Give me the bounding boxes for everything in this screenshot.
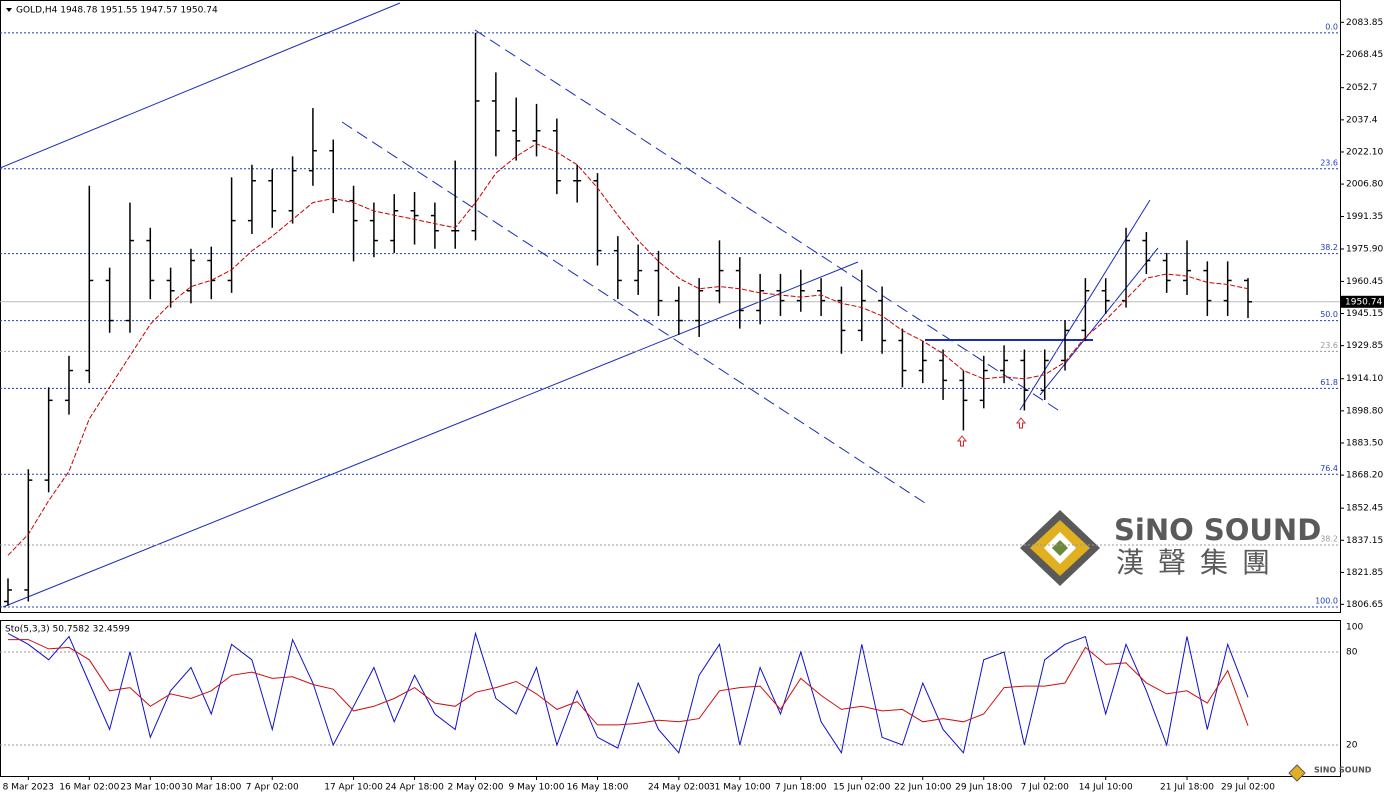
x-tick-label: 24 Apr 18:00 — [385, 783, 444, 793]
y-tick-label: 1806.65 — [1346, 600, 1383, 610]
x-tick-label: 15 Jun 02:00 — [833, 783, 890, 793]
logo-text: SiNO SOUND — [1114, 513, 1321, 547]
fib-label: 23.6 — [1320, 158, 1338, 167]
x-tick-label: 22 Jun 10:00 — [894, 783, 951, 793]
y-tick-label: 1929.85 — [1346, 341, 1383, 351]
fib-label: 100.0 — [1315, 596, 1338, 605]
x-tick-label: 31 May 10:00 — [709, 783, 771, 793]
x-tick-label: 16 May 18:00 — [567, 783, 629, 793]
y-tick-label: 2037.4 — [1346, 115, 1378, 125]
trendline — [1039, 247, 1159, 396]
fib-label: 61.8 — [1320, 378, 1338, 387]
y-tick-label: 1837.15 — [1346, 536, 1383, 546]
trendline — [0, 2, 401, 169]
y-tick-label: 2022.10 — [1346, 147, 1383, 157]
y-tick-label: 1991.35 — [1346, 212, 1383, 222]
y-tick-label: 1868.20 — [1346, 471, 1383, 481]
x-tick-label: 7 Jun 18:00 — [775, 783, 827, 793]
indicator-line — [8, 639, 1249, 726]
logo-small-diamond — [1288, 764, 1306, 782]
sub-frame — [0, 620, 1341, 777]
x-tick-label: 7 Jul 02:00 — [1021, 783, 1070, 793]
fib-label: 38.2 — [1320, 243, 1338, 252]
y-tick-label: 1960.45 — [1346, 277, 1383, 287]
indicator-line — [7, 631, 1249, 755]
y-tick-label: 80 — [1346, 648, 1358, 658]
fib-label: 0.0 — [1325, 22, 1338, 31]
trendline — [341, 121, 926, 504]
y-tick-label: 1945.15 — [1346, 309, 1383, 319]
symbol-header: GOLD,H4 1948.78 1951.55 1947.57 1950.74 — [16, 6, 218, 16]
x-tick-label: 14 Jul 10:00 — [1079, 783, 1133, 793]
logo-text-cn: 漢聲集團 — [1116, 546, 1284, 579]
y-tick-label: 20 — [1346, 741, 1358, 751]
y-tick-label: 2083.85 — [1346, 18, 1383, 28]
y-tick-label: 1883.50 — [1346, 438, 1383, 448]
x-tick-label: 30 Mar 18:00 — [181, 783, 241, 793]
x-tick-label: 7 Apr 02:00 — [246, 783, 299, 793]
x-tick-label: 23 Mar 10:00 — [120, 783, 180, 793]
x-tick-label: 8 Mar 2023 — [3, 783, 54, 793]
logo-small-text: SINO SOUND — [1314, 766, 1372, 775]
x-tick-label: 2 May 02:00 — [448, 783, 504, 793]
main-frame — [0, 0, 1341, 613]
x-tick-label: 29 Jul 02:00 — [1221, 783, 1275, 793]
trendlines — [0, 2, 1159, 608]
fib-label: 23.6 — [1320, 341, 1338, 350]
y-tick-label: 1821.85 — [1346, 568, 1383, 578]
x-tick-label: 29 Jun 18:00 — [955, 783, 1012, 793]
menu-arrow — [6, 8, 12, 12]
trendline — [474, 29, 1059, 411]
fib-label: 38.2 — [1320, 535, 1338, 544]
y-tick-label: 1898.80 — [1346, 406, 1383, 416]
y-tick-label: 100 — [1346, 623, 1363, 633]
trendline — [2, 261, 859, 608]
last-price-label: 1950.74 — [1345, 297, 1382, 307]
last-price-box — [1341, 295, 1384, 308]
x-tick-label: 17 Apr 10:00 — [324, 783, 383, 793]
x-tick-label: 24 May 02:00 — [648, 783, 710, 793]
y-tick-label: 1975.90 — [1346, 244, 1383, 254]
logo: SiNO SOUND 漢聲集團 SINO SOUND — [1020, 510, 1372, 782]
x-tick-label: 21 Jul 18:00 — [1160, 783, 1214, 793]
fib-label: 50.0 — [1320, 310, 1338, 319]
arrow-up — [1015, 417, 1027, 429]
arrow-up — [956, 435, 968, 447]
indicator-title: Sto(5,3,3) 50.7582 32.4599 — [5, 625, 130, 635]
x-tick-label: 16 Mar 02:00 — [59, 783, 119, 793]
fib-label: 76.4 — [1320, 464, 1338, 473]
moving-average — [7, 143, 1249, 556]
x-tick-label: 9 May 10:00 — [509, 783, 565, 793]
y-tick-label: 2006.80 — [1346, 180, 1383, 190]
y-tick-label: 2052.7 — [1346, 83, 1378, 93]
logo-diamond — [1052, 540, 1068, 556]
y-tick-label: 1914.10 — [1346, 374, 1383, 384]
y-tick-label: 2068.45 — [1346, 50, 1383, 60]
y-tick-label: 1852.45 — [1346, 504, 1383, 514]
